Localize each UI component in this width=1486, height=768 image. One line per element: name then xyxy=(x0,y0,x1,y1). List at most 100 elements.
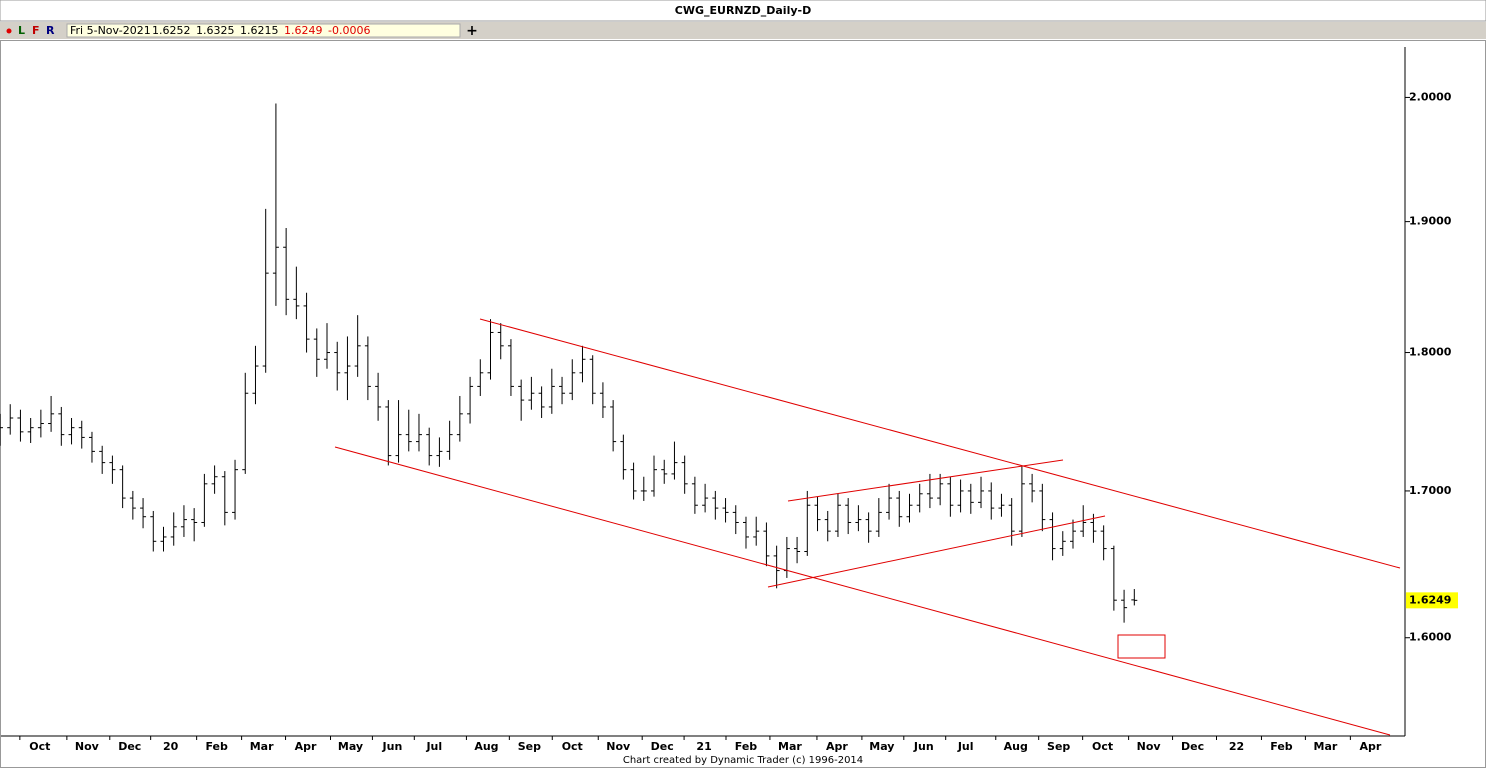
ohlc-bar xyxy=(191,508,198,542)
last-price-box xyxy=(1406,592,1458,609)
ohlc-bar xyxy=(538,386,545,418)
x-tick-label: Oct xyxy=(1092,740,1113,753)
ohlc-bar xyxy=(691,476,698,514)
ohlc-bar xyxy=(180,505,187,537)
ohlc-bar xyxy=(957,479,964,513)
ohlc-bar xyxy=(232,459,239,520)
ohlc-bar xyxy=(559,376,566,405)
menu-f[interactable]: F xyxy=(32,24,40,37)
menu-l[interactable]: L xyxy=(18,24,25,37)
ohlc-bar xyxy=(109,455,116,484)
ohlc-bar xyxy=(579,345,586,383)
ohlc-bar xyxy=(487,319,494,380)
ohlc-bar xyxy=(651,455,658,497)
ohlc-bar xyxy=(201,473,208,527)
ohlc-bar xyxy=(855,505,862,532)
ohlc-bar xyxy=(548,368,555,414)
ohlc-bar xyxy=(1110,545,1117,611)
ohlc-bar xyxy=(334,341,341,391)
ohlc-bar xyxy=(272,103,279,306)
ohlc-bar xyxy=(589,355,596,405)
ohlc-bar xyxy=(1121,589,1128,623)
ohlc-bar xyxy=(722,498,729,523)
ohlc-bar xyxy=(150,510,157,552)
ohlc-bar xyxy=(27,417,34,443)
ohlc-bar xyxy=(671,441,678,480)
x-tick-label: Feb xyxy=(205,740,228,753)
x-tick-label: Feb xyxy=(735,740,758,753)
trendline-wedge-upper xyxy=(787,459,1064,502)
ohlc-bar xyxy=(702,483,709,513)
ohlc-bar xyxy=(426,427,433,466)
ohlc-bar xyxy=(1018,465,1025,537)
info-box xyxy=(66,23,461,38)
x-tick-label: Aug xyxy=(474,740,498,753)
x-tick-label: Aug xyxy=(1004,740,1028,753)
ohlc-bar xyxy=(170,512,177,546)
ohlc-bar xyxy=(283,228,290,316)
ohlc-bar xyxy=(507,339,514,396)
ohlc-bar xyxy=(252,345,259,405)
title-bar xyxy=(0,0,1486,22)
header-change: -0.0006 xyxy=(328,24,370,37)
ohlc-bar xyxy=(661,459,668,484)
ohlc-bar xyxy=(262,208,269,373)
ohlc-bar xyxy=(824,510,831,542)
last-price-label: 1.6249 xyxy=(1409,593,1451,606)
ohlc-bar xyxy=(753,516,760,546)
ohlc-bar xyxy=(896,490,903,527)
x-tick-label: 21 xyxy=(696,740,711,753)
header-low: 1.6215 xyxy=(240,24,279,37)
ohlc-bar xyxy=(375,372,382,421)
target-box xyxy=(1117,634,1166,659)
x-tick-label: Jul xyxy=(425,740,442,753)
ohlc-bar xyxy=(518,379,525,421)
x-tick-label: 22 xyxy=(1229,740,1244,753)
ohlc-bar xyxy=(477,359,484,396)
ohlc-bar xyxy=(1131,589,1138,606)
x-tick-label: Oct xyxy=(562,740,583,753)
ohlc-bar xyxy=(497,323,504,360)
ohlc-bar xyxy=(916,483,923,513)
x-tick-label: Apr xyxy=(1359,740,1381,753)
header-close: 1.6249 xyxy=(284,24,323,37)
x-tick-label: Mar xyxy=(1314,740,1338,753)
ohlc-bar xyxy=(967,483,974,514)
x-tick-label: Apr xyxy=(295,740,317,753)
ohlc-bar xyxy=(415,413,422,452)
x-tick-label: Oct xyxy=(29,740,50,753)
ohlc-bar xyxy=(140,498,147,529)
menu-r[interactable]: R xyxy=(46,24,55,37)
ohlc-bar xyxy=(569,359,576,401)
ohlc-bar xyxy=(456,395,463,442)
ohlc-bar xyxy=(0,413,3,446)
header-date: Fri 5-Nov-2021 xyxy=(70,24,151,37)
add-button[interactable]: + xyxy=(466,23,478,39)
x-tick-label: Jun xyxy=(913,740,934,753)
x-tick-label: Nov xyxy=(1137,740,1162,753)
ohlc-bar xyxy=(68,417,75,445)
chart-title: CWG_EURNZD_Daily-D xyxy=(675,4,811,17)
ohlc-bar xyxy=(794,536,801,564)
ohlc-bar xyxy=(313,328,320,377)
ohlc-bar xyxy=(99,445,106,474)
ohlc-bar xyxy=(763,522,770,567)
x-tick-label: May xyxy=(338,740,363,753)
x-tick-label: Dec xyxy=(118,740,141,753)
trendline-upper-channel xyxy=(479,318,1401,569)
footer: Chart created by Dynamic Trader (c) 1996… xyxy=(623,755,863,766)
y-tick-label: 1.6000 xyxy=(1409,631,1452,644)
x-tick-label: Sep xyxy=(518,740,541,753)
ohlc-bar xyxy=(988,482,995,520)
ohlc-bar xyxy=(160,526,167,552)
x-tick-label: Sep xyxy=(1047,740,1070,753)
ohlc-bar xyxy=(129,490,136,520)
ohlc-bar xyxy=(620,434,627,480)
header-open: 1.6252 xyxy=(152,24,191,37)
ohlc-bar xyxy=(303,292,310,353)
ohlc-bar xyxy=(845,498,852,535)
ohlc-bar xyxy=(1029,473,1036,503)
ohlc-bar xyxy=(467,376,474,424)
